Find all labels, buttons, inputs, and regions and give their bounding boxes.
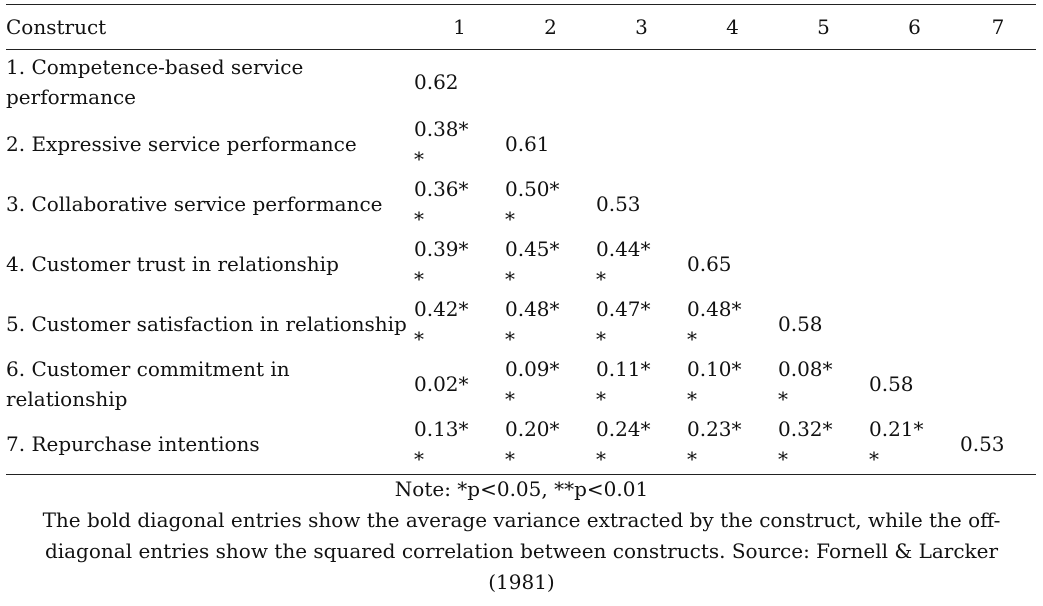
diagonal-cell: 0.62 xyxy=(414,69,459,94)
correlation-cell: 0.48** xyxy=(687,296,742,351)
significance-note: Note: *p<0.05, **p<0.01 xyxy=(394,477,649,501)
correlation-cell: 0.36** xyxy=(414,176,469,231)
correlation-cell: 0.47** xyxy=(596,296,651,351)
correlation-cell: 0.32** xyxy=(778,416,833,471)
diagonal-cell: 0.53 xyxy=(960,413,1036,475)
correlation-cell: 0.08** xyxy=(778,356,833,411)
table-row: 5. Customer satisfaction in relationship… xyxy=(6,294,1036,354)
correlation-cell: 0.24** xyxy=(596,416,651,471)
table-description: The bold diagonal entries show the avera… xyxy=(42,508,1001,594)
diagonal-cell: 0.61 xyxy=(505,131,550,156)
header-col-1: 1 xyxy=(414,4,505,50)
diagonal-cell: 0.53 xyxy=(596,191,641,216)
diagonal-cell: 0.65 xyxy=(687,251,732,276)
construct-label: 4. Customer trust in relationship xyxy=(6,251,339,276)
correlation-cell: 0.42** xyxy=(414,296,469,351)
construct-label: 1. Competence-based service performance xyxy=(6,54,304,109)
header-col-3: 3 xyxy=(596,4,687,50)
table-notes: Note: *p<0.05, **p<0.01 The bold diagona… xyxy=(0,474,1043,598)
correlation-cell: 0.38** xyxy=(414,116,469,171)
header-col-4: 4 xyxy=(687,4,778,50)
correlation-cell: 0.13** xyxy=(414,416,469,471)
correlation-cell: 0.44** xyxy=(596,236,651,291)
header-col-2: 2 xyxy=(505,4,596,50)
correlation-cell: 0.21** xyxy=(869,416,924,471)
table-row: 3. Collaborative service performance 0.3… xyxy=(6,174,1036,234)
correlation-table: Construct 1 2 3 4 5 6 7 1. Competence-ba… xyxy=(6,4,1036,475)
header-col-5: 5 xyxy=(778,4,869,50)
construct-label: 3. Collaborative service performance xyxy=(6,191,383,216)
correlation-cell: 0.45** xyxy=(505,236,560,291)
construct-label: 7. Repurchase intentions xyxy=(6,413,414,475)
table-row: 6. Customer commitment in relationship 0… xyxy=(6,354,1036,414)
correlation-cell: 0.20** xyxy=(505,416,560,471)
table-row: 7. Repurchase intentions 0.13** 0.20** 0… xyxy=(6,413,1036,475)
correlation-cell: 0.11** xyxy=(596,356,651,411)
correlation-cell: 0.39** xyxy=(414,236,469,291)
table-header-row: Construct 1 2 3 4 5 6 7 xyxy=(6,4,1036,50)
correlation-cell: 0.50** xyxy=(505,176,560,231)
correlation-cell: 0.23** xyxy=(687,416,742,471)
diagonal-cell: 0.58 xyxy=(778,311,823,336)
header-construct: Construct xyxy=(6,4,414,50)
construct-label: 5. Customer satisfaction in relationship xyxy=(6,311,407,336)
header-col-6: 6 xyxy=(869,4,960,50)
correlation-cell: 0.09** xyxy=(505,356,560,411)
correlation-cell: 0.02* xyxy=(414,371,469,396)
correlation-cell: 0.10** xyxy=(687,356,742,411)
diagonal-cell: 0.58 xyxy=(869,371,914,396)
table-row: 2. Expressive service performance 0.38**… xyxy=(6,114,1036,174)
table-row: 4. Customer trust in relationship 0.39**… xyxy=(6,234,1036,294)
header-col-7: 7 xyxy=(960,4,1036,50)
construct-label: 6. Customer commitment in relationship xyxy=(6,356,290,411)
construct-label: 2. Expressive service performance xyxy=(6,131,357,156)
table-row: 1. Competence-based service performance … xyxy=(6,50,1036,114)
correlation-cell: 0.48** xyxy=(505,296,560,351)
